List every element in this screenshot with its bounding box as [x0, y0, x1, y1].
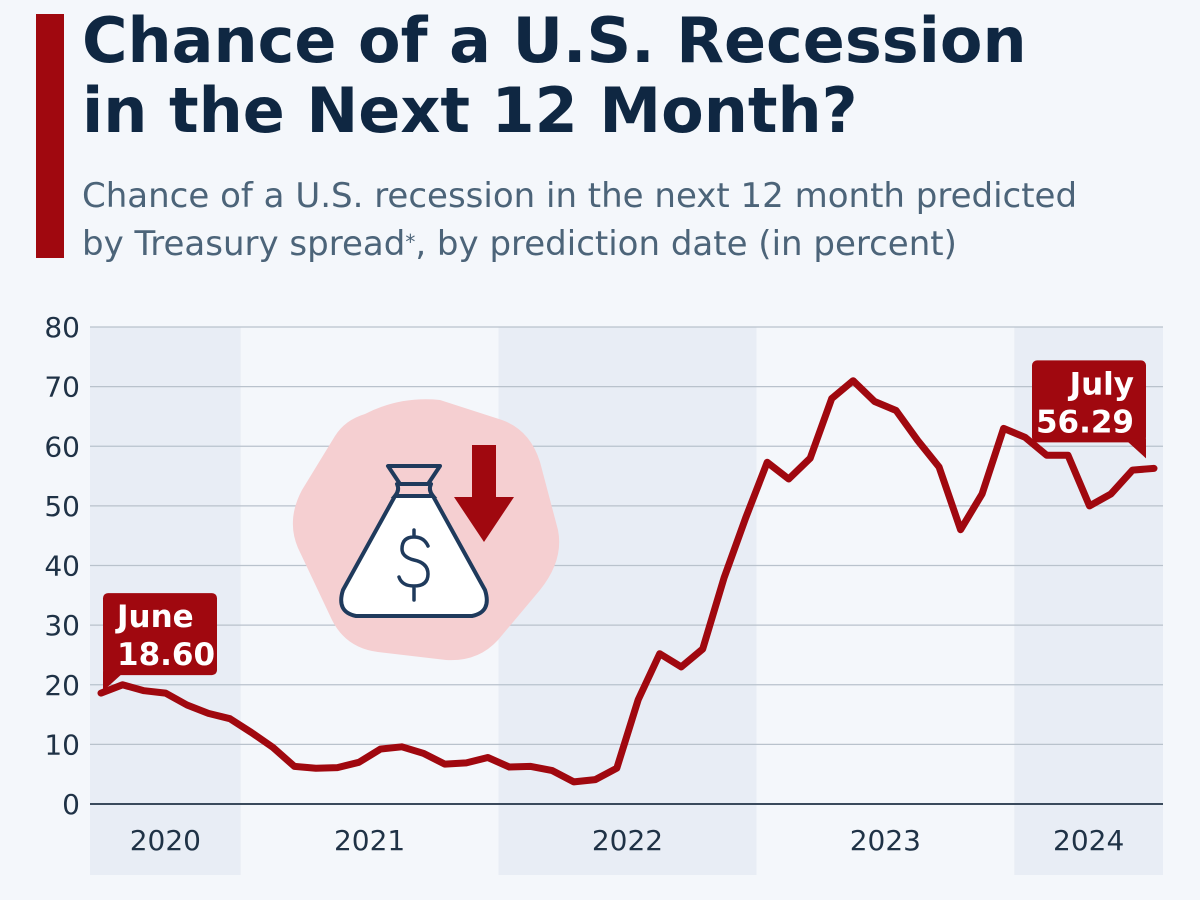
- callout-month-label: July: [1068, 366, 1134, 402]
- chart-title: Chance of a U.S. Recession in the Next 12…: [82, 6, 1182, 146]
- title-accent-bar: [36, 14, 64, 258]
- x-tick-label-2024: 2024: [1053, 824, 1124, 857]
- dollar-sign: [397, 528, 430, 602]
- y-tick-label-40: 40: [44, 550, 80, 583]
- callout-tail: [103, 671, 125, 692]
- callout-box: [1032, 360, 1146, 443]
- x-tick-label-2023: 2023: [850, 824, 921, 857]
- x-tick-label-2021: 2021: [334, 824, 405, 857]
- y-tick-label-30: 30: [44, 609, 80, 642]
- title-line-2: in the Next 12 Month?: [82, 74, 858, 147]
- subtitle-line-1: Chance of a U.S. recession in the next 1…: [82, 176, 1078, 216]
- y-axis-ticks: 0 10 20 30 40 50 60 70 80: [44, 311, 80, 821]
- callout-value-label: 56.29: [1036, 404, 1134, 440]
- y-tick-label-80: 80: [44, 311, 80, 344]
- subtitle-footnote-mark: *: [405, 230, 416, 254]
- y-tick-label-10: 10: [44, 728, 80, 761]
- bag-tie: [386, 464, 442, 486]
- y-tick-label-50: 50: [44, 490, 80, 523]
- chart-subtitle: Chance of a U.S. recession in the next 1…: [82, 172, 1182, 268]
- bag-body: [339, 494, 489, 618]
- callout-month-label: June: [115, 599, 194, 635]
- callout-box: [103, 593, 217, 676]
- y-tick-label-60: 60: [44, 430, 80, 463]
- y-tick-label-0: 0: [62, 788, 80, 821]
- subtitle-line-2-post: , by prediction date (in percent): [415, 224, 957, 264]
- title-line-1: Chance of a U.S. Recession: [82, 4, 1027, 77]
- year-bands: [90, 327, 1163, 875]
- money-bag-down-icon: [292, 399, 560, 661]
- series-line-recession-probability: [97, 377, 1158, 786]
- callout-tail: [1124, 438, 1146, 459]
- x-axis-year-labels: 2020 2021 2022 2023 2024: [130, 824, 1125, 857]
- y-tick-label-20: 20: [44, 669, 80, 702]
- x-tick-label-2022: 2022: [592, 824, 663, 857]
- x-tick-label-2020: 2020: [130, 824, 201, 857]
- callout-value-label: 18.60: [117, 637, 215, 673]
- arrow-down: [454, 445, 514, 542]
- subtitle-line-2-pre: by Treasury spread: [82, 224, 406, 264]
- y-tick-label-70: 70: [44, 371, 80, 404]
